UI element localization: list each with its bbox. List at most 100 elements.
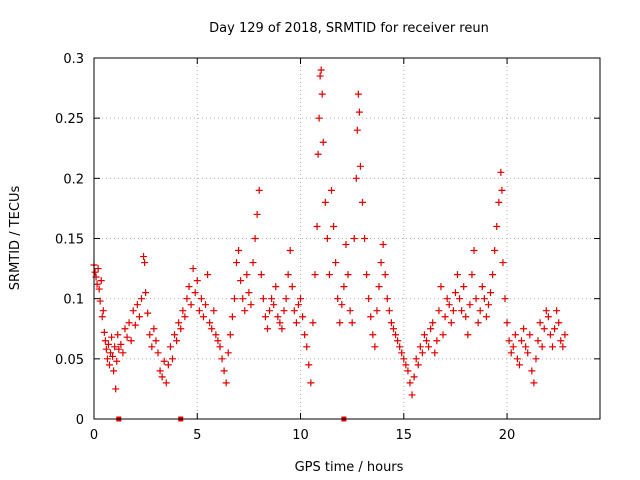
data-point	[536, 319, 544, 327]
data-point	[443, 295, 451, 303]
data-point	[181, 313, 189, 321]
data-point	[394, 337, 402, 345]
data-point	[297, 295, 305, 303]
data-point	[141, 259, 149, 267]
x-tick-label: 15	[396, 428, 413, 443]
data-point	[140, 253, 148, 261]
data-point	[528, 367, 536, 375]
data-point	[228, 313, 236, 321]
data-point	[487, 289, 495, 297]
data-point	[108, 333, 116, 341]
data-point	[237, 277, 245, 285]
data-point	[365, 295, 373, 303]
data-point	[328, 186, 336, 194]
data-point	[557, 337, 565, 345]
data-point	[555, 319, 563, 327]
data-point	[220, 367, 228, 375]
data-point	[540, 325, 548, 333]
data-point	[398, 349, 406, 357]
data-point	[168, 355, 176, 363]
data-point	[259, 295, 267, 303]
data-point	[484, 301, 492, 309]
data-point	[105, 361, 113, 369]
data-point	[498, 186, 506, 194]
data-point	[212, 331, 220, 339]
data-point	[530, 379, 538, 387]
data-point	[109, 352, 117, 360]
data-point	[253, 210, 261, 218]
data-point	[551, 325, 559, 333]
data-point	[482, 313, 490, 321]
data-point	[119, 349, 127, 357]
data-point	[103, 355, 111, 363]
data-point	[276, 319, 284, 327]
data-point	[247, 301, 255, 309]
data-point	[478, 283, 486, 291]
data-point	[183, 295, 191, 303]
data-point	[350, 235, 358, 242]
data-point	[191, 289, 199, 297]
data-point	[402, 361, 410, 369]
data-point	[294, 301, 302, 309]
data-point	[129, 307, 137, 315]
data-point	[101, 337, 109, 345]
data-point	[453, 271, 461, 279]
data-point	[152, 337, 160, 345]
data-point	[323, 235, 331, 242]
data-point	[286, 247, 294, 255]
y-axis-title: SRMTID / TECUs	[8, 186, 23, 291]
data-point	[218, 355, 226, 363]
data-point	[316, 72, 324, 80]
data-point	[445, 301, 453, 309]
data-point	[400, 355, 408, 363]
data-point	[513, 355, 521, 363]
data-point	[497, 168, 505, 176]
data-point	[437, 283, 445, 291]
data-point	[377, 259, 385, 267]
y-tick-label: 0.15	[55, 233, 84, 248]
data-point	[321, 198, 329, 206]
data-point	[245, 289, 253, 297]
data-point	[185, 283, 193, 291]
data-point	[216, 343, 224, 351]
data-point	[499, 259, 507, 267]
data-point	[305, 361, 313, 369]
data-point	[361, 235, 369, 242]
data-point	[534, 337, 542, 345]
data-point	[352, 174, 360, 182]
data-point	[518, 337, 526, 345]
data-point	[495, 198, 503, 206]
data-point	[233, 259, 241, 267]
data-point	[314, 150, 322, 158]
y-tick-label: 0.2	[63, 172, 84, 187]
y-tick-label: 0.1	[63, 293, 84, 308]
data-point	[288, 283, 296, 291]
data-point	[204, 271, 212, 279]
data-point	[282, 295, 290, 303]
data-point	[371, 343, 379, 351]
data-point	[439, 331, 447, 339]
data-point	[385, 307, 393, 315]
data-point	[187, 301, 195, 309]
data-point	[431, 349, 439, 357]
data-point	[123, 333, 131, 341]
data-point	[451, 289, 459, 297]
data-point	[115, 345, 123, 353]
data-point	[249, 259, 257, 267]
data-point	[416, 343, 424, 351]
data-point	[480, 295, 488, 303]
data-point	[336, 319, 344, 327]
data-point	[162, 379, 170, 387]
data-point	[493, 222, 501, 230]
data-point	[117, 340, 125, 348]
data-point	[107, 349, 115, 357]
data-point	[98, 313, 106, 321]
data-point	[511, 331, 519, 339]
data-point	[348, 319, 356, 327]
data-point	[449, 307, 457, 315]
data-point	[100, 328, 108, 336]
data-point	[561, 331, 569, 339]
y-tick-label: 0	[76, 413, 84, 428]
data-point	[358, 198, 366, 206]
